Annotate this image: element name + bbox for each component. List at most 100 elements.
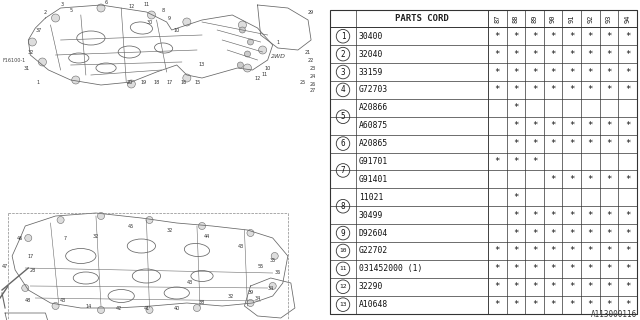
Text: 36: 36 [275,270,281,276]
Text: *: * [532,68,537,76]
Text: 15: 15 [195,79,201,84]
Text: *: * [569,211,574,220]
Circle shape [97,307,104,314]
Circle shape [238,21,246,29]
Text: *: * [513,193,518,202]
Text: *: * [550,85,556,94]
Text: *: * [532,139,537,148]
Text: 18: 18 [154,79,159,84]
Text: *: * [550,68,556,76]
Circle shape [269,283,276,290]
Text: 92: 92 [588,14,593,23]
Circle shape [97,4,105,12]
Text: *: * [606,32,612,41]
Text: *: * [588,85,593,94]
Text: *: * [495,85,500,94]
Text: *: * [606,121,612,130]
Text: *: * [625,85,630,94]
Circle shape [25,235,32,242]
Text: 87: 87 [494,14,500,23]
Text: *: * [588,175,593,184]
Text: *: * [532,282,537,291]
Text: *: * [513,300,518,309]
Text: *: * [606,50,612,59]
Text: *: * [495,264,500,273]
Circle shape [247,300,254,307]
Text: 38: 38 [199,300,205,306]
Text: *: * [606,282,612,291]
Text: 10: 10 [264,66,271,70]
Text: *: * [532,157,537,166]
Text: *: * [569,68,574,76]
Text: *: * [625,282,630,291]
Text: 5: 5 [69,7,72,12]
Text: 33159: 33159 [359,68,383,76]
Text: *: * [513,211,518,220]
Text: 20: 20 [126,79,132,84]
Text: 13: 13 [199,62,205,68]
Text: *: * [625,264,630,273]
Text: *: * [495,50,500,59]
Circle shape [22,284,29,292]
Text: *: * [606,228,612,237]
Text: 1: 1 [276,39,279,44]
Text: *: * [569,246,574,255]
Text: 12: 12 [255,76,260,81]
Text: *: * [588,264,593,273]
Text: *: * [569,32,574,41]
Text: 94: 94 [625,14,630,23]
Text: *: * [606,68,612,76]
Text: *: * [495,246,500,255]
Text: 48: 48 [25,298,31,302]
Text: 26: 26 [310,82,316,86]
Text: 29: 29 [308,10,314,14]
Text: *: * [625,50,630,59]
Text: 42: 42 [116,306,122,310]
Text: *: * [569,85,574,94]
Text: G22702: G22702 [359,246,388,255]
Text: 10: 10 [339,248,347,253]
Text: *: * [550,139,556,148]
Text: 30: 30 [147,20,152,25]
Circle shape [248,39,253,45]
Text: 6: 6 [340,139,346,148]
Circle shape [146,217,153,223]
Text: *: * [588,282,593,291]
Text: F16100-1: F16100-1 [2,58,25,63]
Circle shape [52,302,59,309]
Text: *: * [606,175,612,184]
Text: 32040: 32040 [359,50,383,59]
Text: 44: 44 [204,234,210,238]
Text: 1: 1 [37,79,40,84]
Text: *: * [625,175,630,184]
Text: A10648: A10648 [359,300,388,309]
Text: 8: 8 [162,7,165,12]
Circle shape [28,38,36,46]
Text: A113000116: A113000116 [591,310,637,319]
Text: *: * [569,139,574,148]
Text: *: * [513,246,518,255]
Text: 9: 9 [340,228,346,237]
Text: *: * [625,228,630,237]
Text: 90: 90 [550,14,556,23]
Text: 25: 25 [300,79,306,84]
Text: 32: 32 [166,228,173,233]
Text: 32: 32 [27,50,33,54]
Text: 32290: 32290 [359,282,383,291]
Text: *: * [625,139,630,148]
Circle shape [183,18,191,26]
Text: *: * [569,300,574,309]
Text: 37: 37 [35,28,42,33]
Text: *: * [606,264,612,273]
Text: 7: 7 [340,166,346,175]
Circle shape [244,51,250,57]
Text: *: * [513,228,518,237]
Text: 7: 7 [64,236,67,241]
Text: G91401: G91401 [359,175,388,184]
Text: 17: 17 [27,253,33,259]
Text: 2: 2 [340,50,346,59]
Text: 30499: 30499 [359,211,383,220]
Text: *: * [569,175,574,184]
Text: 11: 11 [262,73,268,77]
Text: 11: 11 [143,3,150,7]
